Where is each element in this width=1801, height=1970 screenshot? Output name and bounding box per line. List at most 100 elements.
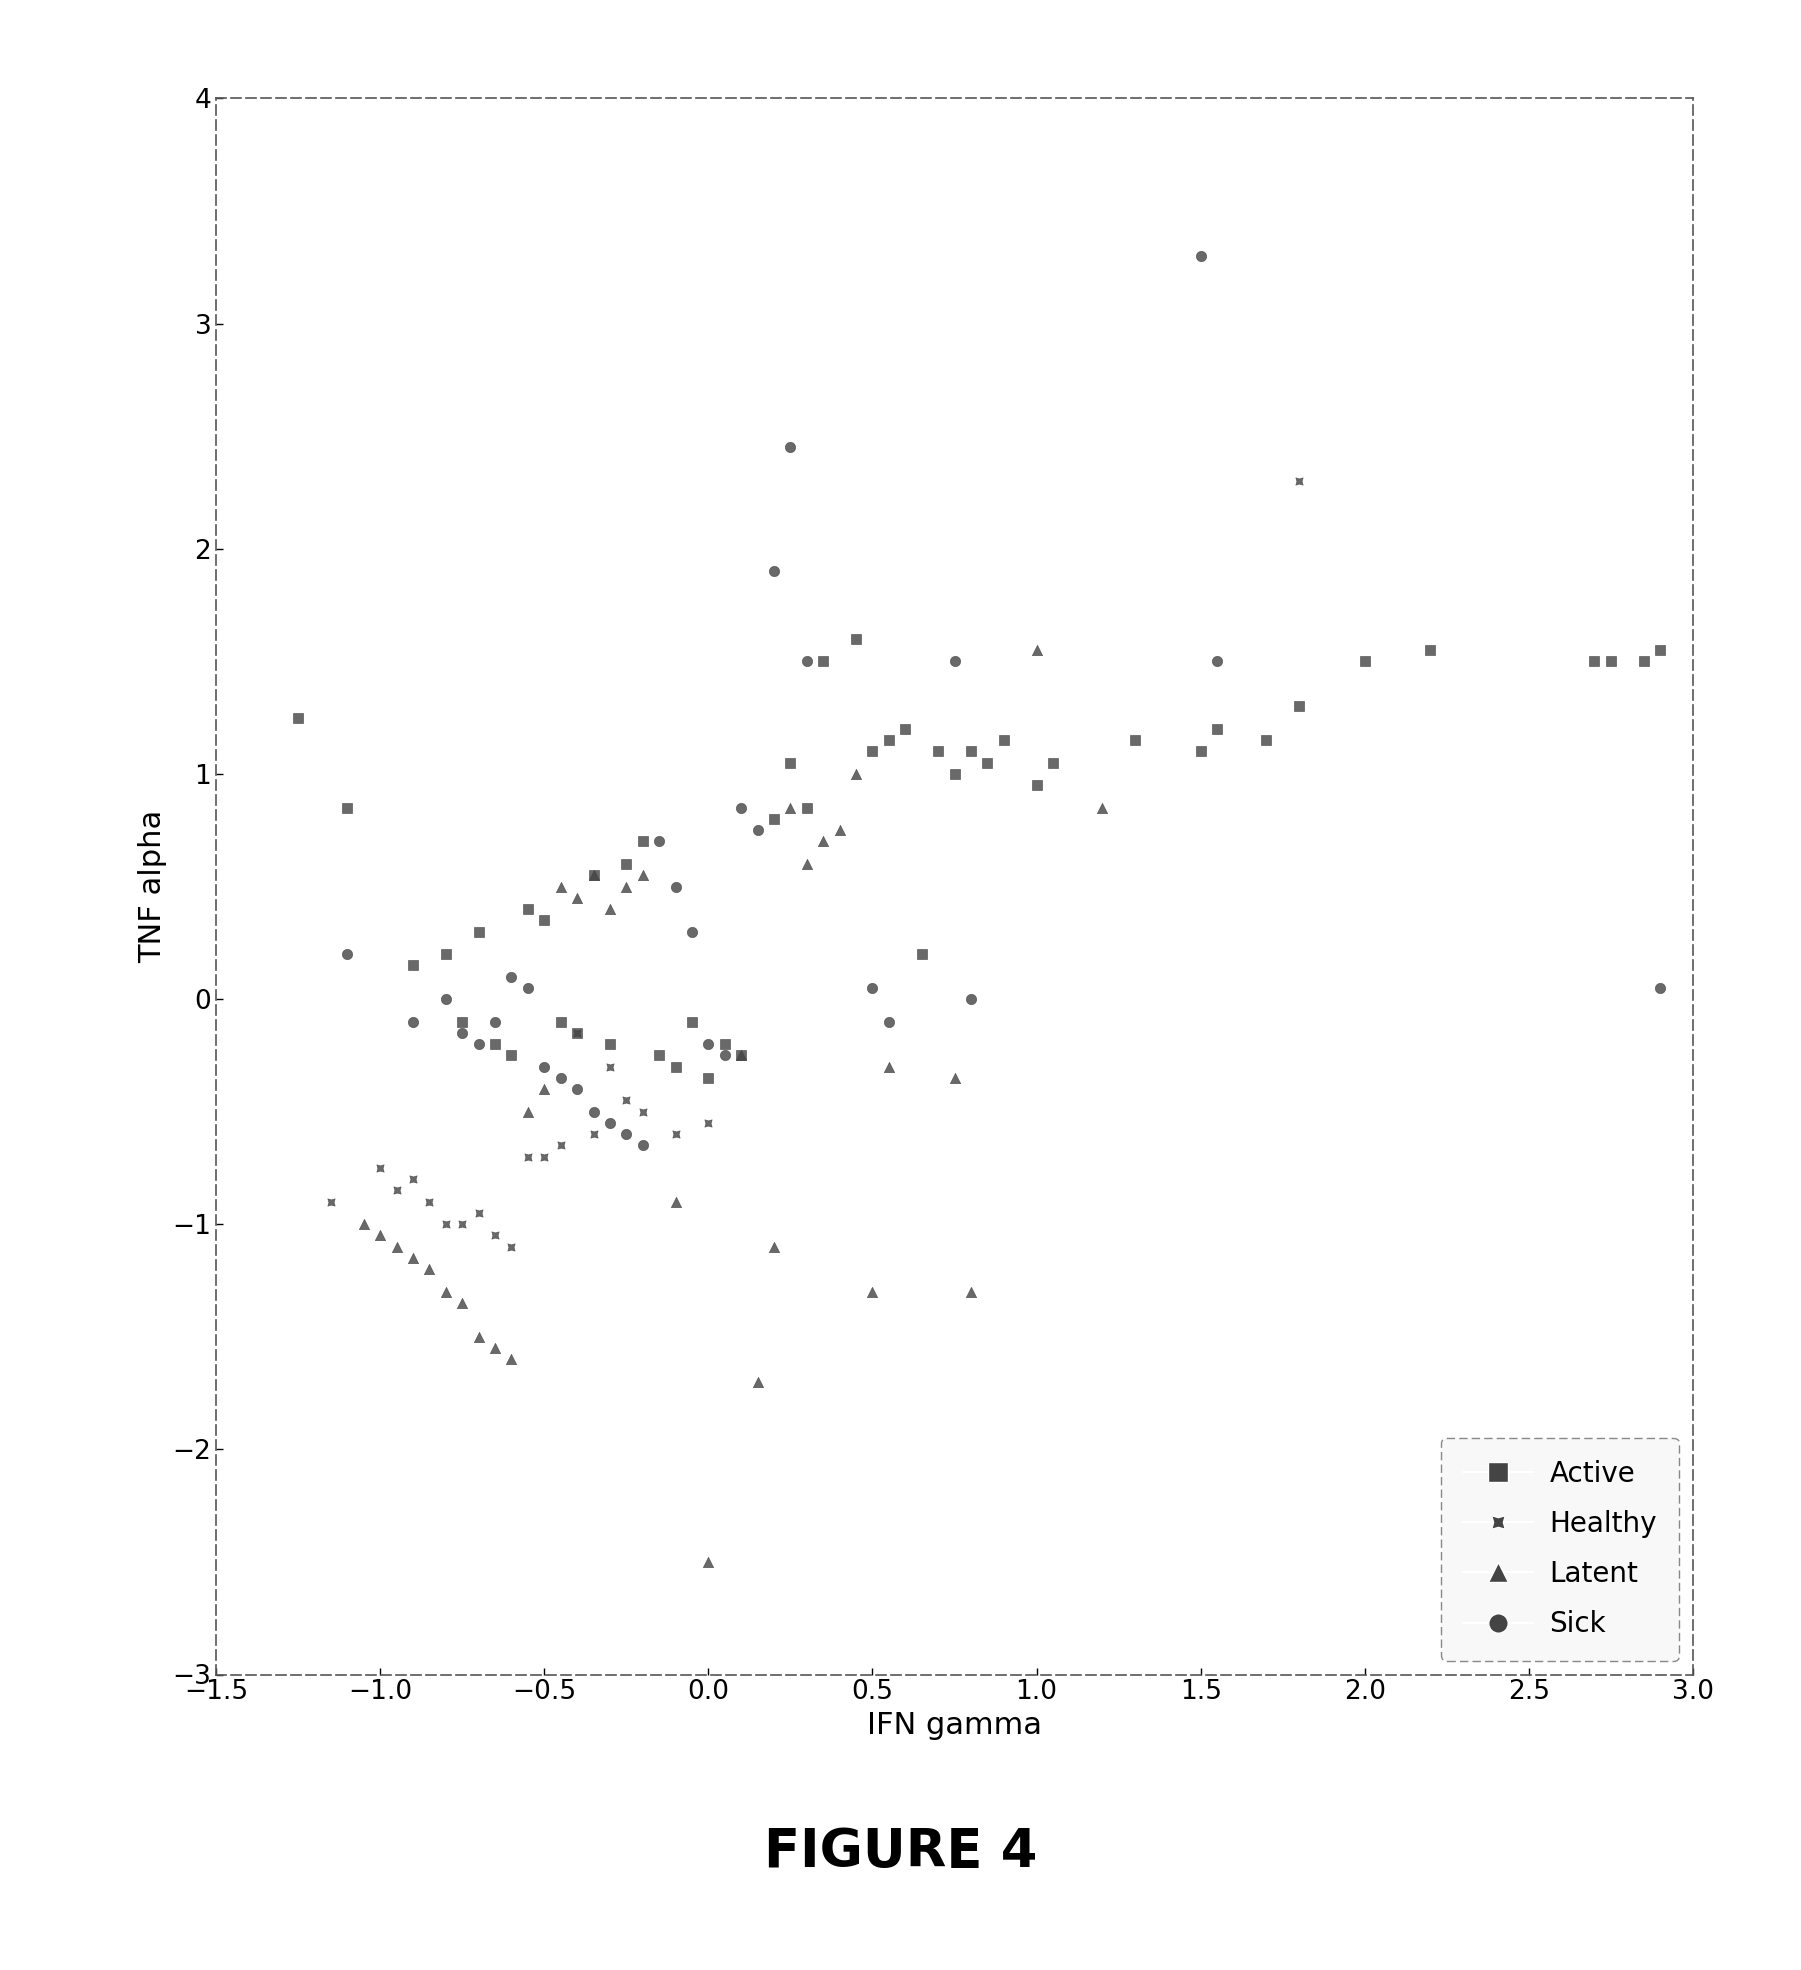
Active: [497, 1040, 526, 1072]
Active: [1120, 725, 1149, 756]
Active: [728, 1040, 756, 1072]
Active: [693, 1062, 722, 1093]
Sick: [728, 792, 756, 823]
Active: [580, 859, 609, 890]
Latent: [497, 1344, 526, 1375]
Sick: [693, 1028, 722, 1060]
Healthy: [546, 1129, 575, 1160]
Active: [956, 735, 985, 766]
Sick: [546, 1062, 575, 1093]
Active: [529, 904, 558, 936]
Legend: Active, Healthy, Latent, Sick: Active, Healthy, Latent, Sick: [1441, 1438, 1679, 1661]
Sick: [677, 916, 706, 948]
Healthy: [661, 1119, 690, 1150]
Active: [1284, 691, 1313, 723]
Latent: [693, 1546, 722, 1578]
Sick: [481, 1007, 510, 1038]
Active: [1351, 646, 1380, 678]
Latent: [596, 892, 625, 924]
Active: [398, 950, 427, 981]
Healthy: [448, 1208, 477, 1239]
Healthy: [529, 1141, 558, 1172]
Healthy: [497, 1231, 526, 1263]
Active: [908, 938, 937, 969]
Active: [1039, 747, 1068, 778]
Latent: [661, 1186, 690, 1217]
Sick: [333, 938, 362, 969]
Latent: [760, 1231, 789, 1263]
Sick: [497, 961, 526, 993]
Active: [1579, 646, 1608, 678]
Latent: [728, 1040, 756, 1072]
Sick: [612, 1119, 641, 1150]
Healthy: [580, 1119, 609, 1150]
Active: [792, 792, 821, 823]
Sick: [529, 1050, 558, 1082]
Healthy: [596, 1050, 625, 1082]
Sick: [562, 1074, 591, 1105]
Active: [629, 825, 657, 857]
Sick: [1187, 240, 1216, 272]
Active: [645, 1040, 674, 1072]
Latent: [956, 1277, 985, 1308]
Active: [940, 758, 969, 790]
Active: [989, 725, 1018, 756]
Active: [973, 747, 1001, 778]
Active: [1023, 770, 1052, 802]
Healthy: [366, 1152, 394, 1184]
Latent: [432, 1277, 461, 1308]
Latent: [513, 1095, 542, 1127]
Active: [891, 713, 920, 745]
Healthy: [629, 1095, 657, 1127]
Sick: [432, 983, 461, 1015]
Text: FIGURE 4: FIGURE 4: [764, 1826, 1037, 1877]
Latent: [940, 1062, 969, 1093]
Latent: [744, 1365, 773, 1397]
Active: [546, 1007, 575, 1038]
Sick: [580, 1095, 609, 1127]
Active: [1252, 725, 1281, 756]
Active: [857, 735, 886, 766]
Sick: [596, 1107, 625, 1139]
Active: [661, 1050, 690, 1082]
Sick: [661, 871, 690, 902]
Latent: [1088, 792, 1117, 823]
Latent: [825, 814, 854, 845]
Sick: [513, 971, 542, 1003]
Healthy: [513, 1141, 542, 1172]
Healthy: [612, 1085, 641, 1117]
X-axis label: IFN gamma: IFN gamma: [866, 1710, 1043, 1740]
Latent: [546, 871, 575, 902]
Active: [1203, 713, 1232, 745]
Active: [1646, 634, 1675, 666]
Active: [809, 646, 837, 678]
Sick: [645, 825, 674, 857]
Sick: [744, 814, 773, 845]
Latent: [481, 1332, 510, 1363]
Latent: [349, 1208, 378, 1239]
Latent: [875, 1050, 904, 1082]
Sick: [398, 1007, 427, 1038]
Latent: [792, 849, 821, 881]
Latent: [562, 883, 591, 914]
Latent: [382, 1231, 411, 1263]
Latent: [857, 1277, 886, 1308]
Active: [776, 747, 805, 778]
Healthy: [693, 1107, 722, 1139]
Active: [448, 1007, 477, 1038]
Active: [1416, 634, 1444, 666]
Latent: [776, 792, 805, 823]
Active: [513, 892, 542, 924]
Sick: [940, 646, 969, 678]
Healthy: [465, 1198, 493, 1229]
Active: [465, 916, 493, 948]
Healthy: [398, 1164, 427, 1196]
Latent: [465, 1322, 493, 1353]
Latent: [398, 1243, 427, 1275]
Active: [596, 1028, 625, 1060]
Healthy: [1284, 465, 1313, 496]
Active: [924, 735, 953, 766]
Healthy: [432, 1208, 461, 1239]
Sick: [760, 556, 789, 587]
Active: [562, 1017, 591, 1048]
